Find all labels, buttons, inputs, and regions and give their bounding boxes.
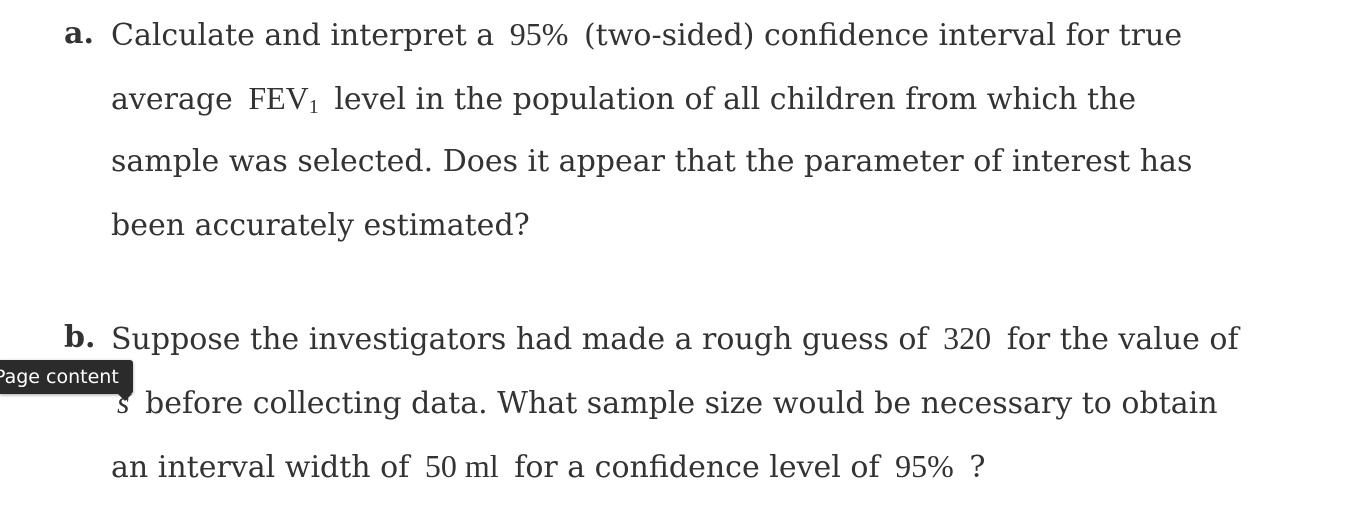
text: level in the population of all children … bbox=[334, 82, 1137, 117]
text: Suppose the investigators had made a rou… bbox=[111, 322, 928, 357]
text: average bbox=[111, 82, 233, 117]
math-fev1: FEV1 bbox=[242, 80, 324, 118]
math-confidence-level: 95% bbox=[509, 16, 569, 52]
tooltip-arrow bbox=[118, 394, 132, 401]
text: (two-sided) confidence interval for true bbox=[583, 18, 1183, 53]
part-a-line-4: been accurately estimated? bbox=[111, 208, 530, 243]
part-a-line-1: Calculate and interpret a 95% (two-sided… bbox=[111, 14, 1182, 56]
text: for the value of bbox=[1006, 322, 1239, 357]
page-content-tooltip: Page content bbox=[0, 360, 133, 394]
math-fev-text: FEV bbox=[248, 80, 309, 116]
part-b-line-1: Suppose the investigators had made a rou… bbox=[111, 318, 1239, 360]
part-b-line-2: s before collecting data. What sample si… bbox=[111, 382, 1218, 424]
part-b-marker: b. bbox=[64, 320, 96, 355]
part-a-line-2: average FEV1 level in the population of … bbox=[111, 78, 1136, 127]
text: for a confidence level of bbox=[514, 450, 880, 485]
part-b-line-3: an interval width of 50 ml for a confide… bbox=[111, 446, 985, 488]
math-fev-subscript: 1 bbox=[308, 96, 319, 118]
math-interval-width: 50 ml bbox=[424, 448, 499, 484]
math-confidence-level: 95% bbox=[895, 448, 954, 484]
text: Calculate and interpret a bbox=[111, 18, 495, 53]
part-a-line-3: sample was selected. Does it appear that… bbox=[111, 144, 1193, 179]
text: an interval width of bbox=[111, 450, 410, 485]
text: ? bbox=[969, 450, 986, 485]
math-guess-value: 320 bbox=[943, 320, 992, 356]
text: before collecting data. What sample size… bbox=[145, 386, 1218, 421]
part-a-marker: a. bbox=[64, 16, 94, 51]
